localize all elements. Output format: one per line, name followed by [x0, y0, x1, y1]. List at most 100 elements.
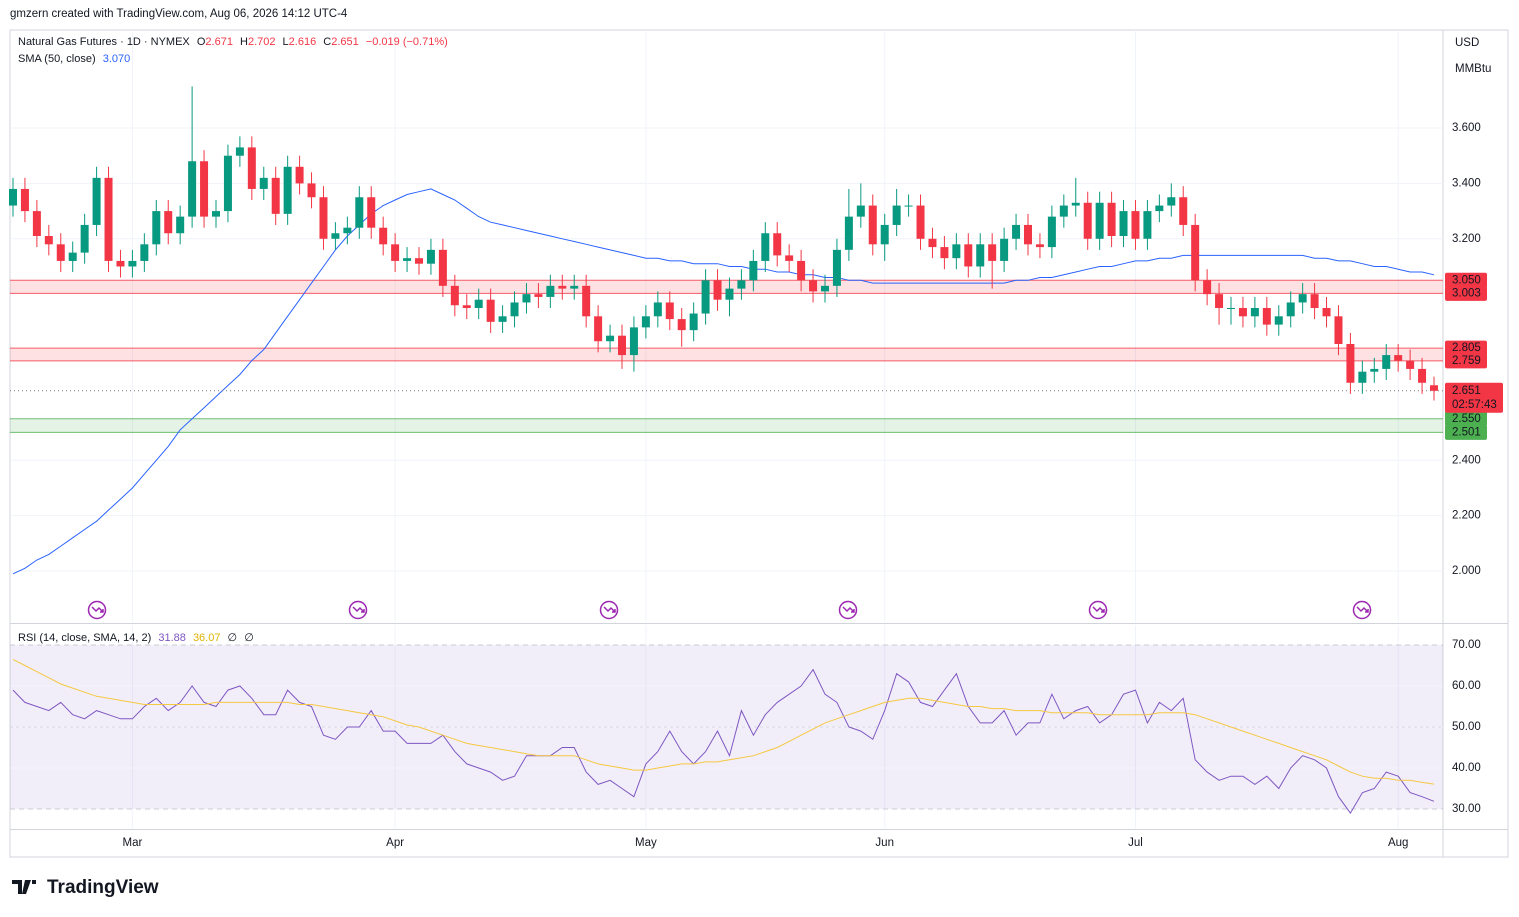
candle-body — [582, 285, 591, 317]
zone — [10, 280, 1443, 294]
candle-body — [56, 244, 65, 261]
symbol: Natural Gas Futures · 1D · NYMEX — [18, 36, 190, 48]
candle-body — [450, 285, 459, 306]
candle-body — [331, 233, 340, 239]
event-icons — [87, 600, 1372, 620]
candle-body — [522, 294, 531, 303]
candle-body — [403, 258, 412, 261]
y-tick-label: 3.400 — [1452, 177, 1481, 189]
candle-body — [20, 188, 29, 212]
y-tick-label: 2.400 — [1452, 454, 1481, 466]
y-tick-label: 3.200 — [1452, 233, 1481, 245]
candle-body — [821, 285, 829, 292]
candle-body — [1155, 205, 1164, 212]
candle-body — [785, 255, 794, 261]
event-icon — [87, 600, 107, 620]
candle-body — [128, 260, 137, 267]
candle-body — [1274, 316, 1283, 325]
candle-body — [164, 211, 173, 234]
candle-body — [952, 244, 961, 259]
candle-body — [1286, 302, 1295, 317]
candle-body — [618, 335, 626, 356]
candle-body — [188, 161, 197, 217]
x-tick-label: Jun — [875, 837, 894, 849]
y-tick-label: 40.00 — [1452, 762, 1481, 774]
candle-body — [904, 205, 913, 207]
candle-body — [844, 216, 853, 250]
candle-body — [176, 216, 185, 234]
candle-body — [677, 319, 686, 331]
candle-body — [1262, 308, 1271, 325]
price-box-label: 2.501 — [1452, 426, 1481, 438]
candle-body — [1071, 202, 1080, 206]
candle-body — [307, 183, 316, 198]
candle-body — [1059, 205, 1068, 217]
candle-body — [295, 166, 304, 184]
brand: TradingView — [47, 877, 159, 898]
candle-body — [1143, 211, 1152, 239]
y-tick-label: 50.00 — [1452, 721, 1481, 733]
candle-body — [462, 305, 471, 309]
candle-body — [212, 211, 220, 217]
candle-body — [988, 244, 997, 261]
candle-body — [797, 260, 806, 281]
credit: gmzern created with TradingView.com, Aug… — [10, 8, 348, 20]
price-box-label: 2.759 — [1452, 355, 1481, 367]
candle-body — [725, 288, 734, 300]
rsi-extra: ∅ — [228, 632, 238, 644]
candle-body — [1430, 385, 1438, 391]
last-price-box — [1445, 382, 1503, 413]
candle-body — [665, 302, 674, 320]
x-tick-label: Aug — [1388, 837, 1408, 849]
price-box-label: 2.550 — [1452, 413, 1481, 425]
candle-body — [92, 177, 101, 225]
candle-body — [701, 280, 710, 314]
candle-body — [1024, 224, 1032, 245]
price-box-label: 2.805 — [1452, 342, 1481, 354]
price-legend: Natural Gas Futures · 1D · NYMEX O2.671 … — [18, 36, 448, 48]
candle-body — [964, 244, 973, 267]
candle-body — [438, 249, 447, 286]
candle-body — [1406, 360, 1415, 369]
event-icon — [1088, 600, 1108, 620]
x-tick-label: Mar — [123, 837, 143, 849]
rsi-name: RSI (14, close, SMA, 14, 2) — [18, 632, 151, 644]
candle-body — [1035, 244, 1044, 248]
candle-body — [1382, 355, 1391, 369]
candle-body — [355, 197, 364, 228]
ohlc-label: O — [197, 36, 206, 48]
rsi-line — [12, 658, 1435, 785]
candle-body — [641, 316, 650, 328]
candle-body — [1047, 216, 1056, 248]
candle-body — [534, 294, 543, 297]
candle-body — [749, 260, 758, 281]
event-icon — [348, 600, 368, 620]
countdown: 02:57:43 — [1452, 399, 1497, 411]
zone — [10, 348, 1443, 361]
candle-body — [247, 147, 256, 189]
change: −0.019 (−0.71%) — [366, 36, 448, 48]
brand-logo: TradingView — [12, 877, 159, 898]
price-box — [1445, 272, 1487, 288]
event-icon — [1352, 600, 1372, 620]
candle-body — [104, 177, 113, 261]
price-box — [1445, 424, 1487, 440]
candle-body — [283, 166, 292, 214]
chart-frame — [9, 29, 1509, 858]
candle-body — [1179, 197, 1188, 225]
sma-value: 3.070 — [103, 53, 131, 65]
candle-body — [1310, 294, 1319, 309]
candle-body — [1370, 368, 1379, 372]
candle-body — [629, 327, 638, 356]
ohlc-value: 2.616 — [289, 36, 317, 48]
candle-body — [761, 233, 770, 261]
y-tick-label: 30.00 — [1452, 803, 1481, 815]
candle-body — [68, 252, 77, 261]
sma-name: SMA (50, close) — [18, 53, 96, 65]
candle-body — [486, 299, 495, 322]
candle-body — [1167, 197, 1176, 206]
candle-body — [1131, 211, 1140, 239]
event-icon — [599, 600, 619, 620]
y-tick-label: 2.200 — [1452, 510, 1481, 522]
